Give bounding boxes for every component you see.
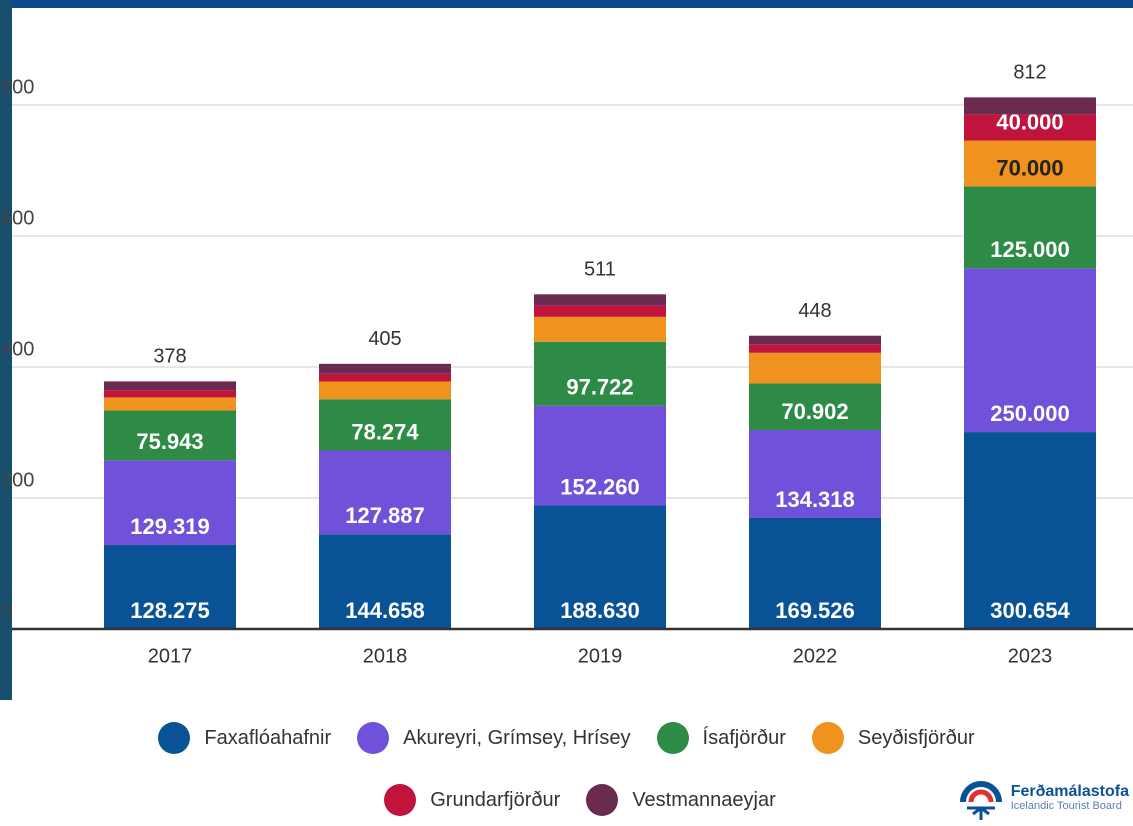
legend-swatch: [811, 722, 844, 754]
total-label: 511: [584, 259, 616, 281]
legend-item: Faxaflóahafnir: [158, 722, 331, 754]
legend-swatch: [158, 722, 191, 754]
value-label: 70.902: [781, 399, 848, 424]
top-strip: [0, 0, 1133, 8]
value-label: 152.260: [560, 474, 640, 499]
y-tick-label: 600: [1, 207, 34, 229]
bar-segment: [964, 114, 1096, 141]
legend-item: Grundarfjörður: [384, 784, 560, 816]
value-label: 125.000: [990, 237, 1070, 262]
value-label: 127.887: [345, 503, 425, 528]
x-tick-label: 2017: [148, 645, 193, 667]
bar-segment: [319, 373, 451, 382]
legend-item: Ísafjörður: [656, 722, 786, 754]
bar-segment: [749, 383, 881, 430]
total-label: 448: [798, 300, 831, 322]
value-label: 97.722: [566, 375, 633, 400]
value-label: 128.275: [130, 598, 210, 623]
legend-label: Faxaflóahafnir: [204, 726, 332, 749]
value-label: 75.943: [136, 429, 203, 454]
y-tick-label: 400: [1, 338, 34, 360]
bar-segment: [749, 517, 881, 629]
legend-label: Ísafjörður: [702, 726, 786, 749]
logo-subtitle: Icelandic Tourist Board: [1010, 800, 1122, 812]
bar-segment: [104, 544, 236, 629]
bar-segment: [749, 335, 881, 345]
legend-label: Grundarfjörður: [430, 788, 561, 811]
bar-segment: [964, 268, 1096, 433]
bar-segment: [964, 186, 1096, 269]
bar-segment: [749, 344, 881, 353]
logo: Ferðamálastofa Icelandic Tourist Board: [957, 776, 1129, 820]
y-tick-label: 200: [1, 469, 34, 491]
value-label: 300.654: [990, 598, 1070, 623]
value-label: 129.319: [130, 514, 210, 539]
bar-segment: [534, 294, 666, 306]
legend-label: Akureyri, Grímsey, Hrísey: [403, 726, 631, 749]
value-label: 134.318: [775, 487, 855, 512]
bar-segment: [534, 305, 666, 317]
value-label: 78.274: [351, 419, 419, 444]
x-tick-label: 2019: [578, 645, 623, 667]
total-label: 405: [368, 328, 401, 350]
bar-segment: [534, 405, 666, 506]
chart: 0 200 400 600 800 128.275 129.319 75.943 378 2017…: [0, 0, 1133, 700]
total-label: 378: [153, 346, 186, 368]
legend-swatch: [384, 784, 417, 816]
bar-segment: [534, 505, 666, 629]
legend: Grundarfjörður Vestmannaeyjar: [0, 784, 1133, 816]
value-label: 144.658: [345, 598, 425, 623]
bar-segment: [964, 432, 1096, 629]
legend: Faxaflóahafnir Akureyri, Grímsey, Hrísey Í…: [0, 722, 1133, 754]
value-label: 250.000: [990, 401, 1070, 426]
x-tick-label: 2018: [363, 645, 408, 667]
bar-segment: [749, 352, 881, 384]
bar-segment: [104, 397, 236, 411]
y-tick-label: 0: [1, 600, 12, 622]
bar-segment: [964, 140, 1096, 187]
bar-segment: [319, 450, 451, 535]
bar-segment: [319, 534, 451, 629]
value-label: 70.000: [996, 155, 1063, 180]
legend-item: Vestmannaeyjar: [586, 784, 776, 816]
y-tick-label: 800: [1, 76, 34, 98]
value-label: 188.630: [560, 598, 640, 623]
bar-segment: [104, 390, 236, 398]
bar-segment: [104, 410, 236, 461]
bar-segment: [319, 399, 451, 451]
legend-label: Seyðisfjörður: [857, 726, 975, 749]
legend-item: Seyðisfjörður: [811, 722, 975, 754]
total-label: 812: [1013, 61, 1046, 83]
logo-name: Ferðamálastofa: [1010, 783, 1129, 800]
legend-swatch: [357, 722, 390, 754]
bar-segment: [104, 381, 236, 391]
left-strip: [0, 0, 12, 700]
bar-segment: [964, 97, 1096, 115]
legend-swatch: [586, 784, 619, 816]
legend-label: Vestmannaeyjar: [632, 788, 776, 811]
bar-segment: [534, 316, 666, 342]
bar-segment: [319, 363, 451, 374]
bar-segment: [319, 381, 451, 400]
x-tick-label: 2022: [793, 645, 838, 667]
legend-item: Akureyri, Grímsey, Hrísey: [357, 722, 631, 754]
bar-segment: [534, 341, 666, 406]
bar-segment: [104, 460, 236, 545]
value-label: 169.526: [775, 598, 855, 623]
legend-swatch: [656, 722, 689, 754]
bar-segment: [749, 429, 881, 518]
x-tick-label: 2023: [1008, 645, 1053, 667]
logo-icon: [959, 781, 1002, 820]
